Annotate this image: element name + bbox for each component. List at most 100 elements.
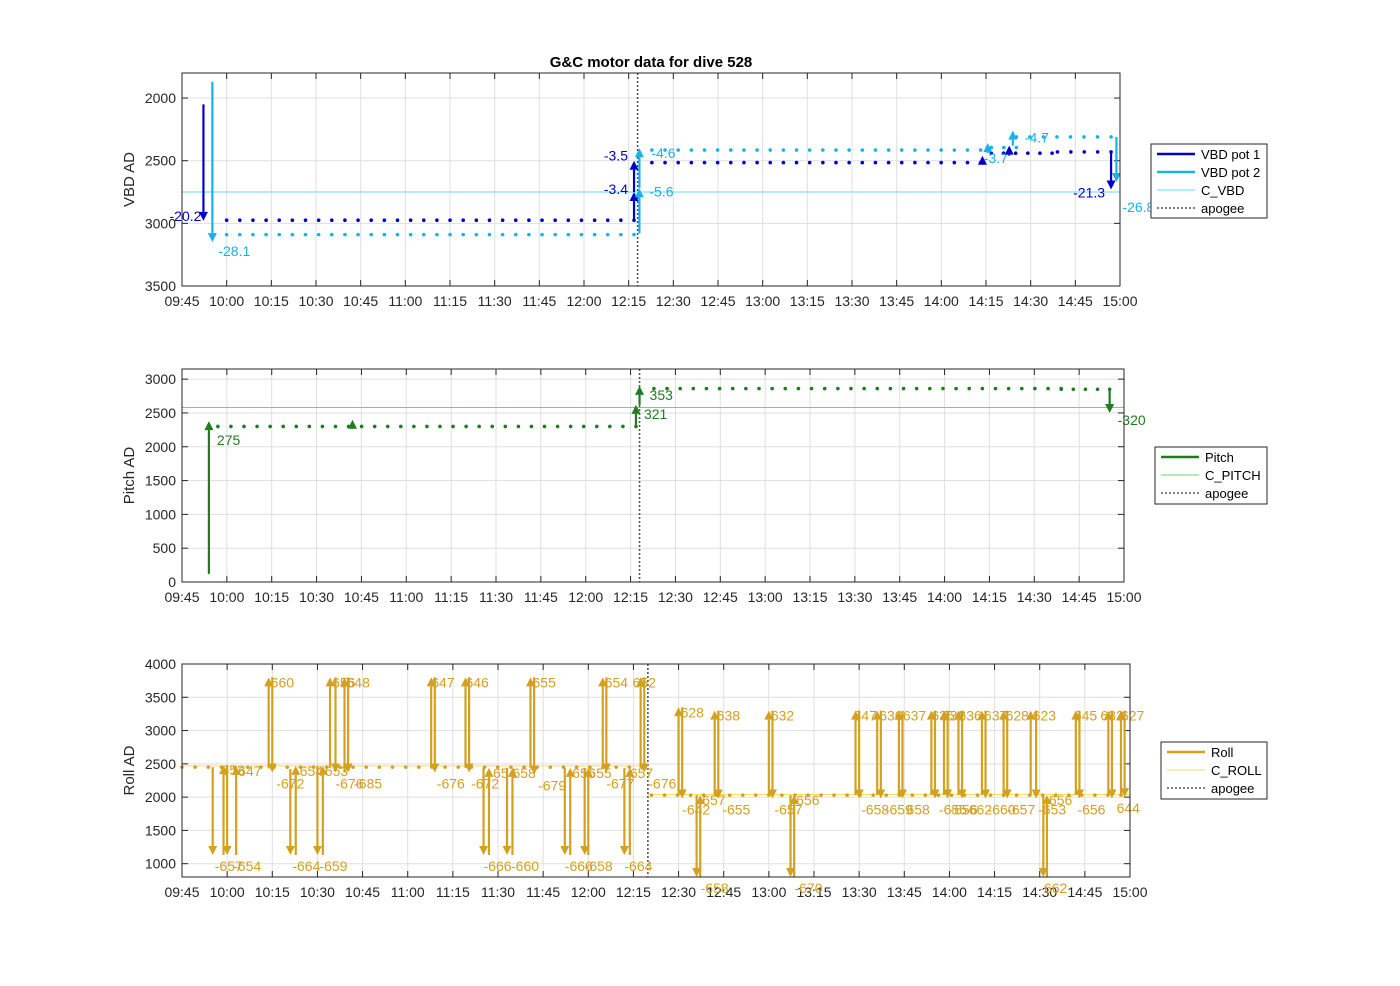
axes-box — [181, 368, 1125, 583]
legend-label: apogee — [1205, 486, 1248, 501]
x-tick-label: 13:00 — [745, 293, 780, 309]
data-label: 321 — [644, 406, 668, 422]
legend-label: C_ROLL — [1211, 763, 1262, 778]
series-point — [259, 765, 263, 769]
data-label: -653 — [1038, 801, 1066, 817]
series-point — [807, 148, 812, 152]
data-label: 628 — [681, 704, 705, 720]
arrow-head — [285, 846, 295, 856]
series-point — [910, 793, 915, 797]
arrow-head — [872, 710, 882, 720]
plot-area — [182, 664, 1130, 877]
series-point — [255, 424, 259, 429]
series-point — [245, 765, 250, 769]
series-point — [1014, 793, 1019, 797]
series-point — [662, 793, 667, 797]
x-tick-label: 14:00 — [924, 293, 959, 309]
series-point — [926, 148, 930, 152]
arrow-head — [629, 192, 639, 202]
arrow-head — [1002, 789, 1012, 799]
arrow-head — [1107, 789, 1117, 799]
series-point — [421, 232, 426, 237]
plot-area — [182, 369, 1124, 582]
arrow-head — [851, 710, 861, 720]
series-point — [742, 148, 746, 152]
y-tick-label: 3000 — [145, 215, 176, 231]
series-point — [500, 232, 505, 237]
series-point — [343, 218, 347, 223]
x-tick-label: 09:45 — [164, 293, 199, 309]
arrow-head — [1008, 130, 1018, 140]
series-point — [928, 386, 932, 391]
series-point — [206, 765, 211, 769]
series-point — [513, 232, 518, 237]
x-tick-label: 14:45 — [1058, 293, 1093, 309]
series-point — [356, 232, 360, 237]
series-point — [500, 218, 505, 223]
series-point — [516, 424, 521, 429]
y-tick-label: 4000 — [145, 656, 176, 672]
series-point — [873, 160, 878, 165]
legend-label: apogee — [1201, 201, 1244, 216]
series-point — [650, 148, 654, 152]
legend-label: VBD pot 1 — [1201, 147, 1260, 162]
data-label: -677 — [606, 775, 634, 791]
arrow-head — [1004, 145, 1014, 155]
data-label: -654 — [233, 858, 261, 874]
series-point — [333, 424, 338, 429]
y-tick-label: 500 — [153, 540, 177, 556]
series-point — [649, 793, 654, 797]
arrow-head — [1116, 710, 1126, 720]
series-point — [834, 148, 838, 152]
series-point — [298, 765, 303, 769]
series-point — [1083, 387, 1088, 392]
x-tick-label: 12:30 — [656, 293, 691, 309]
data-label: -658 — [861, 801, 889, 817]
series-point — [691, 386, 696, 391]
series-point — [408, 218, 413, 223]
data-label: -679 — [538, 777, 566, 793]
series-point — [619, 232, 623, 237]
data-label: -5.6 — [649, 183, 673, 199]
data-label: -662 — [964, 801, 992, 817]
series-point — [382, 232, 387, 237]
series-point — [754, 793, 758, 797]
arrow-head — [635, 385, 645, 395]
series-point — [329, 232, 334, 237]
data-label: 658 — [512, 765, 536, 781]
y-tick-label: 1500 — [145, 822, 176, 838]
x-tick-label: 12:00 — [571, 884, 606, 900]
data-label: -666 — [484, 858, 512, 874]
arrow-head — [267, 763, 277, 773]
x-tick-label: 15:00 — [1106, 589, 1141, 605]
arrow-head — [977, 155, 987, 165]
series-point — [939, 148, 943, 152]
series-point — [1026, 151, 1030, 155]
x-tick-label: 10:45 — [345, 884, 380, 900]
series-point — [435, 232, 439, 237]
arrow-head — [460, 677, 470, 687]
x-tick-label: 10:00 — [210, 884, 245, 900]
series-point — [781, 160, 786, 165]
x-tick-label: 11:00 — [389, 589, 423, 605]
x-tick-label: 12:45 — [706, 884, 741, 900]
series-point — [632, 232, 636, 237]
series-point — [277, 232, 282, 237]
y-axis-label: Pitch AD — [121, 447, 138, 505]
arrow-head — [625, 767, 635, 777]
legend-label: Roll — [1211, 745, 1234, 760]
arrow-head — [1111, 173, 1121, 183]
series-point — [627, 765, 632, 769]
series-point — [794, 160, 799, 165]
y-tick-label: 3000 — [145, 371, 176, 387]
series-point — [975, 793, 980, 797]
series-point — [229, 424, 233, 429]
series-point — [527, 218, 531, 223]
series-point — [503, 424, 508, 429]
series-point — [1053, 793, 1058, 797]
data-label: -672 — [471, 775, 499, 791]
arrow-head — [231, 765, 241, 775]
series-point — [688, 793, 693, 797]
arrow-head — [343, 763, 353, 773]
series-point — [316, 218, 321, 223]
